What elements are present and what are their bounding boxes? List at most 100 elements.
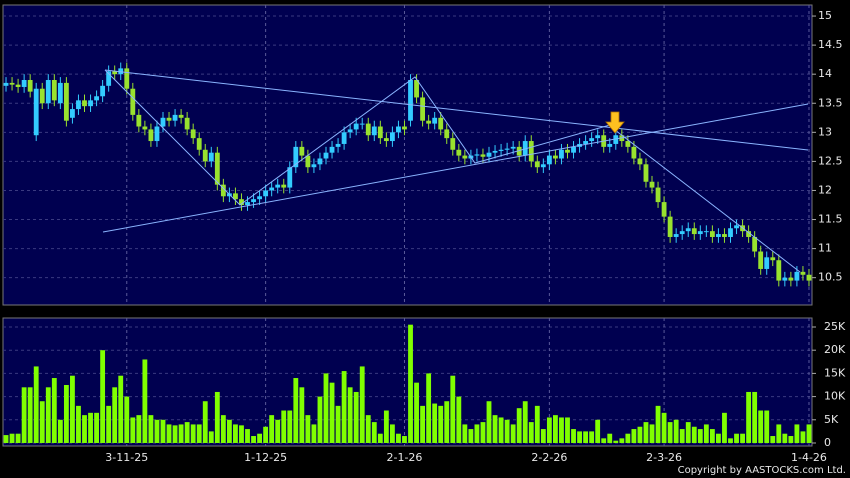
- candle-body: [106, 71, 112, 86]
- volume-bar: [365, 415, 371, 443]
- trendline: [104, 69, 809, 151]
- volume-bar: [685, 422, 691, 443]
- trendline: [102, 103, 809, 233]
- candle-body: [178, 114, 184, 118]
- volume-bar: [402, 436, 407, 443]
- volume-bar: [335, 405, 341, 443]
- candle-body: [269, 187, 275, 191]
- candle-body: [408, 80, 413, 121]
- volume-bar: [275, 419, 281, 443]
- candle-body: [377, 126, 383, 139]
- volume-bar: [124, 396, 130, 443]
- volume-bar: [691, 426, 697, 443]
- volume-bar: [359, 366, 365, 443]
- candle-body: [492, 150, 498, 153]
- volume-bar: [746, 391, 752, 443]
- volume-bar: [9, 433, 15, 443]
- volume-bar: [100, 350, 106, 443]
- volume-bar: [649, 424, 655, 443]
- volume-bar: [450, 375, 456, 443]
- candle-body: [571, 146, 576, 153]
- volume-bar: [208, 431, 214, 443]
- candle-body: [112, 71, 118, 75]
- volume-bar: [607, 433, 613, 443]
- volume-bar: [112, 387, 118, 443]
- volume-bar: [432, 403, 438, 443]
- marks: [3, 62, 812, 443]
- candle-body: [383, 138, 389, 142]
- candle-body: [552, 155, 558, 159]
- volume-bar: [263, 426, 269, 443]
- candle-body: [202, 149, 208, 162]
- y-tick-label: 11.5: [818, 213, 843, 226]
- candle-body: [432, 117, 438, 124]
- y-tick-label: 12: [818, 183, 832, 196]
- x-tick-label: 2-2-26: [531, 451, 567, 464]
- candle-body: [287, 167, 293, 188]
- candle-body: [788, 277, 794, 281]
- volume-bar: [57, 419, 63, 443]
- candle-body: [510, 146, 516, 149]
- candle-body: [559, 149, 564, 159]
- candle-body: [426, 120, 432, 124]
- volume-bar: [661, 412, 667, 443]
- volume-bar: [94, 412, 99, 443]
- volume-bar: [552, 415, 558, 443]
- y-tick-label: 10.5: [818, 271, 843, 284]
- candle-body: [504, 148, 510, 150]
- candle-body: [625, 141, 631, 147]
- candle-body: [281, 184, 287, 188]
- volume-bar: [522, 401, 528, 443]
- candle-body: [63, 82, 69, 121]
- candle-body: [341, 132, 347, 144]
- candle-body: [130, 88, 136, 115]
- volume-bar: [758, 410, 764, 443]
- volume-bar: [118, 375, 124, 443]
- volume-bar: [480, 422, 486, 443]
- candle-body: [450, 138, 456, 150]
- volume-bar: [27, 387, 33, 443]
- candle-body: [275, 184, 281, 188]
- candle-body: [540, 164, 546, 168]
- volume-bar: [631, 429, 637, 443]
- candle-body: [691, 228, 697, 235]
- volume-bar: [462, 424, 468, 443]
- volume-bar: [160, 419, 166, 443]
- candle-body: [673, 234, 679, 237]
- candle-body: [70, 109, 75, 118]
- volume-bar: [15, 433, 21, 443]
- candle-body: [311, 164, 317, 168]
- candle-body: [613, 135, 619, 144]
- candle-body: [752, 236, 758, 252]
- candle-body: [764, 257, 770, 269]
- candle-body: [685, 228, 691, 232]
- volume-bar: [317, 396, 323, 443]
- volume-bar: [679, 429, 685, 443]
- candle-body: [233, 193, 238, 200]
- candle-body: [794, 271, 800, 281]
- candle-body: [214, 152, 220, 185]
- candle-body: [148, 129, 154, 142]
- candle-body: [9, 82, 15, 85]
- candle-body: [703, 231, 709, 233]
- volume-bar: [329, 382, 335, 443]
- y-tick-label: 15K: [824, 366, 846, 379]
- volume-bar: [377, 433, 383, 443]
- price-panel: [2, 4, 813, 306]
- y-tick-label: 5K: [824, 413, 839, 426]
- volume-bar: [589, 431, 595, 443]
- x-tick-label: 2-1-26: [387, 451, 423, 464]
- candle-body: [166, 117, 172, 121]
- volume-bar: [76, 405, 81, 443]
- candle-body: [746, 231, 752, 237]
- volume-bar: [438, 405, 444, 443]
- y-tick-label: 12.5: [818, 154, 843, 167]
- candle-body: [631, 146, 637, 159]
- volume-bar: [794, 424, 800, 443]
- volume-bar: [214, 391, 220, 443]
- candle-body: [33, 88, 39, 136]
- candle-body: [305, 155, 311, 168]
- candle-body: [758, 251, 764, 269]
- volume-bar: [637, 426, 643, 443]
- y-tick-label: 11: [818, 242, 832, 255]
